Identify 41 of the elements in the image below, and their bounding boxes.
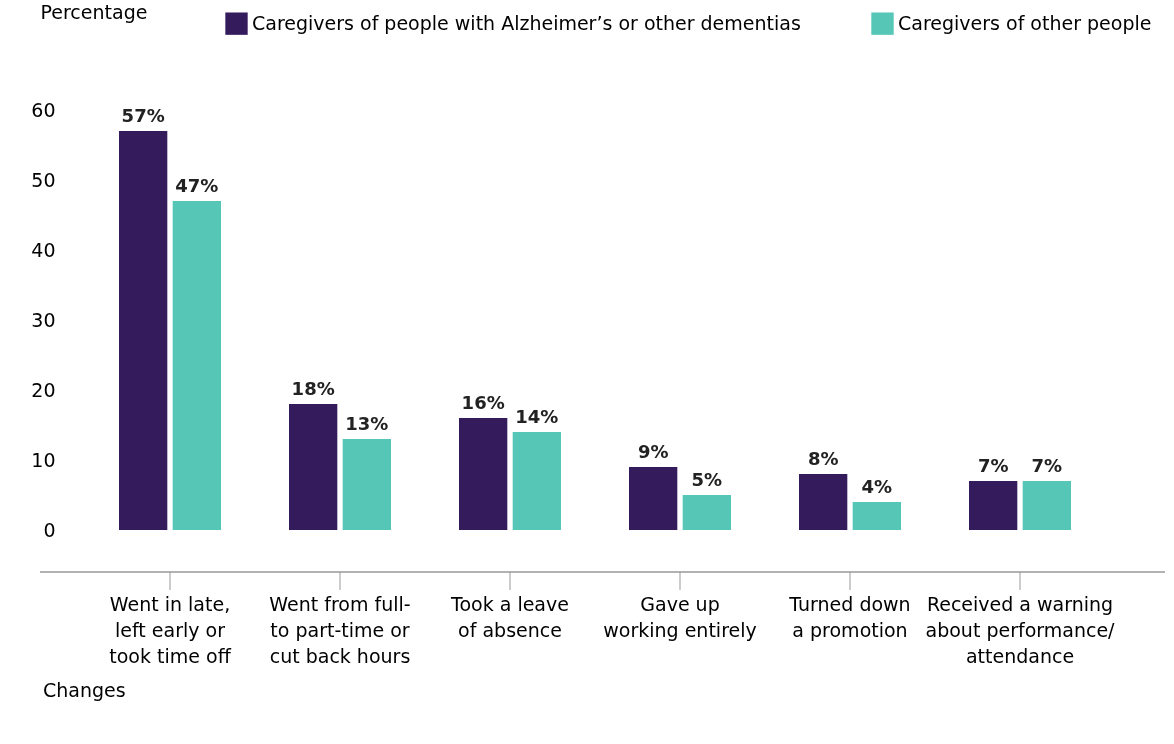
x-tick-label: Received a warning about performance/ attendance xyxy=(925,593,1116,667)
data-label: 7% xyxy=(977,455,1009,476)
legend-label: Caregivers of people with Alzheimer’s or other dementias xyxy=(252,11,801,34)
y-tick-label: 10 xyxy=(31,448,56,471)
bar xyxy=(852,502,901,530)
x-tick-label: Took a leave of absence xyxy=(450,593,569,641)
bar xyxy=(172,201,221,530)
bar xyxy=(629,467,678,530)
y-tick-label: 50 xyxy=(31,168,56,191)
data-label: 14% xyxy=(515,406,559,427)
bar xyxy=(119,131,168,530)
bar xyxy=(342,439,391,530)
data-label: 8% xyxy=(807,448,839,469)
data-label: 9% xyxy=(637,441,669,462)
bar xyxy=(799,474,848,530)
bar xyxy=(969,481,1018,530)
data-label: 4% xyxy=(861,476,893,497)
y-tick-label: 30 xyxy=(31,308,56,331)
bar xyxy=(512,432,561,530)
data-label: 16% xyxy=(461,392,505,413)
legend-label: Caregivers of other people xyxy=(898,11,1152,34)
data-label: 57% xyxy=(121,105,165,126)
data-label: 18% xyxy=(291,378,335,399)
bar xyxy=(289,404,338,530)
data-label: 7% xyxy=(1031,455,1063,476)
x-tick-label: Turned down a promotion xyxy=(788,593,911,641)
bar xyxy=(1022,481,1071,530)
y-axis-title: Percentage xyxy=(40,0,148,23)
x-tick-label: Went in late, left early or took time off xyxy=(109,593,232,667)
data-label: 47% xyxy=(175,175,219,196)
bar xyxy=(682,495,731,530)
x-tick-label: Gave up working entirely xyxy=(603,593,757,641)
bar xyxy=(459,418,508,530)
y-tick-label: 0 xyxy=(43,518,56,541)
data-label: 13% xyxy=(345,413,389,434)
x-tick-label: Went from full- to part-time or cut back hours xyxy=(269,593,411,667)
y-tick-label: 60 xyxy=(31,98,56,121)
x-axis-title: Changes xyxy=(43,679,126,701)
y-tick-label: 40 xyxy=(31,238,56,261)
y-tick-label: 20 xyxy=(31,378,56,401)
data-label: 5% xyxy=(691,469,723,490)
